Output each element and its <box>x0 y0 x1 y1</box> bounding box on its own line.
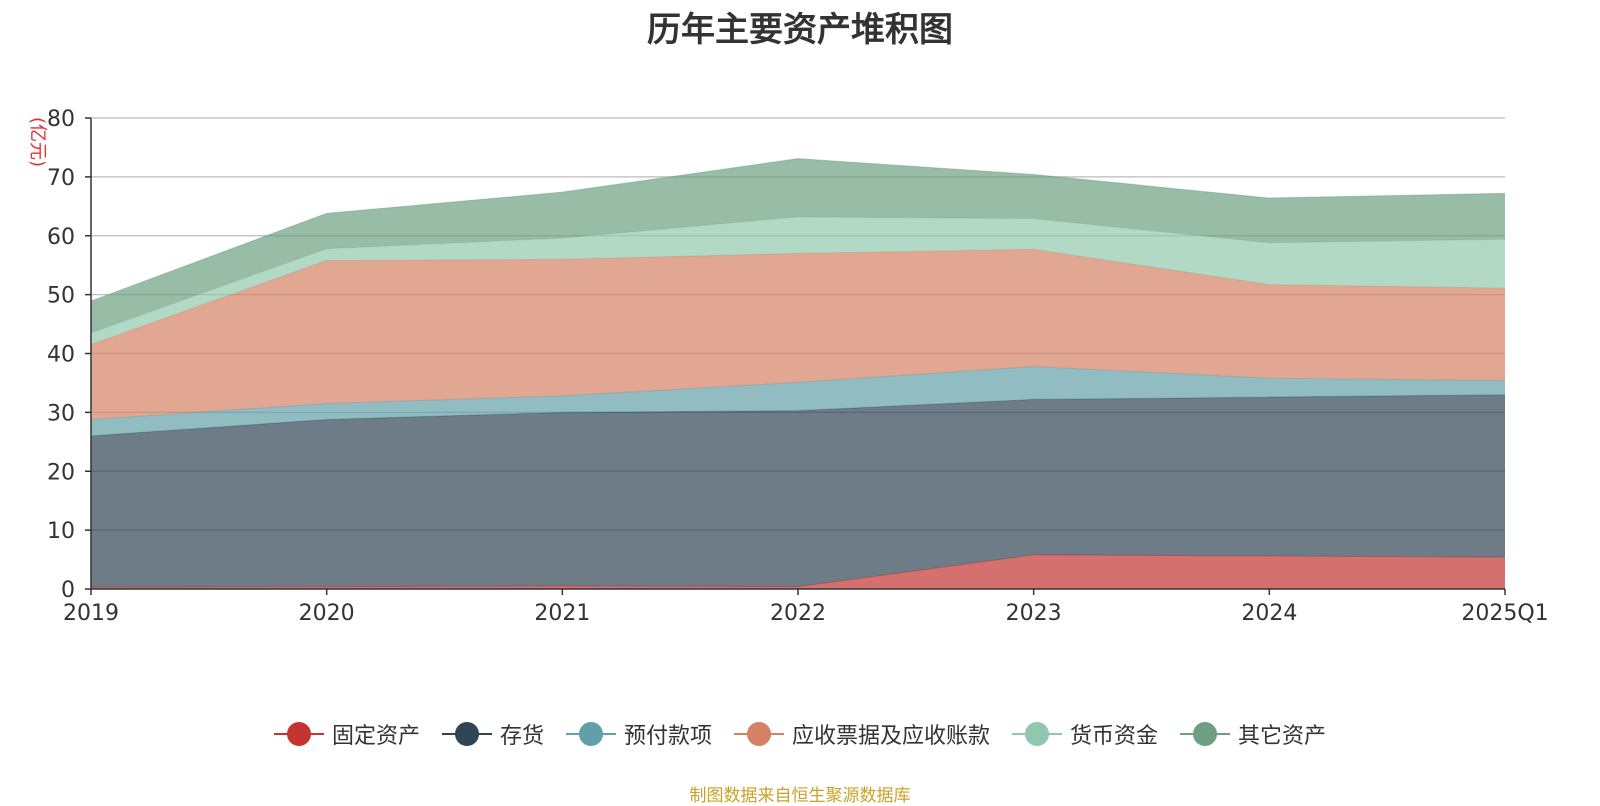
source-note: 制图数据来自恒生聚源数据库 <box>689 786 911 806</box>
legend-marker-icon <box>1012 722 1063 746</box>
legend-label: 货币资金 <box>1070 724 1159 749</box>
y-tick-label: 70 <box>47 166 75 191</box>
y-tick-label: 50 <box>47 284 75 309</box>
area-series-3 <box>91 249 1505 420</box>
x-tick-label: 2024 <box>1241 601 1297 626</box>
y-tick-label: 40 <box>47 343 75 368</box>
legend-label: 应收票据及应收账款 <box>792 724 991 749</box>
y-axis-label: (亿元) <box>27 117 48 167</box>
area-series-4 <box>91 216 1505 345</box>
legend-marker-icon <box>441 722 492 746</box>
y-tick-labels: 0 10 20 30 40 50 60 70 80 <box>47 107 91 603</box>
x-tick-label: 2020 <box>299 601 355 626</box>
x-tick-label: 2025Q1 <box>1461 601 1548 626</box>
legend-item[interactable]: 固定资产 <box>273 718 420 750</box>
area-series-1 <box>91 394 1505 588</box>
x-tick-label: 2021 <box>534 601 590 626</box>
x-tick-label: 2022 <box>770 601 826 626</box>
area-series-2 <box>91 366 1505 436</box>
legend-label: 预付款项 <box>623 724 712 749</box>
area-series-edge-1 <box>90 394 1506 437</box>
legend-marker-icon <box>565 722 616 746</box>
area-series-0 <box>91 554 1505 589</box>
area-series-edge-3 <box>90 248 1506 346</box>
y-tick-label: 10 <box>47 519 75 544</box>
area-series-edge-2 <box>90 365 1506 420</box>
x-tick-label: 2019 <box>63 601 119 626</box>
legend-item[interactable]: 其它资产 <box>1180 718 1326 750</box>
legend: 固定资产 存货 预付款项 应收票据及应收账款 货币资金 其它资产 <box>0 718 1600 750</box>
y-tick-label: 0 <box>61 578 75 603</box>
legend-label: 其它资产 <box>1238 724 1327 749</box>
y-tick-label: 60 <box>47 225 75 250</box>
x-tick-labels: 2019 2020 2021 2022 2023 2024 2025Q1 <box>63 589 1549 626</box>
area-series-5 <box>91 158 1505 333</box>
area-series <box>90 158 1506 589</box>
chart-title: 历年主要资产堆积图 <box>647 10 953 50</box>
area-series-edge-5 <box>90 158 1506 302</box>
legend-label: 固定资产 <box>331 724 420 749</box>
legend-label: 存货 <box>499 724 544 749</box>
legend-marker-icon <box>273 722 324 746</box>
y-tick-label: 30 <box>47 401 75 426</box>
legend-item[interactable]: 存货 <box>441 718 544 750</box>
x-tick-label: 2023 <box>1006 601 1062 626</box>
legend-marker-icon <box>734 722 784 746</box>
legend-item[interactable]: 应收票据及应收账款 <box>734 718 990 750</box>
y-tick-label: 20 <box>47 460 75 485</box>
legend-marker-icon <box>1180 722 1231 746</box>
y-tick-label: 80 <box>47 107 75 132</box>
legend-item[interactable]: 货币资金 <box>1012 718 1158 750</box>
legend-item[interactable]: 预付款项 <box>565 718 712 750</box>
